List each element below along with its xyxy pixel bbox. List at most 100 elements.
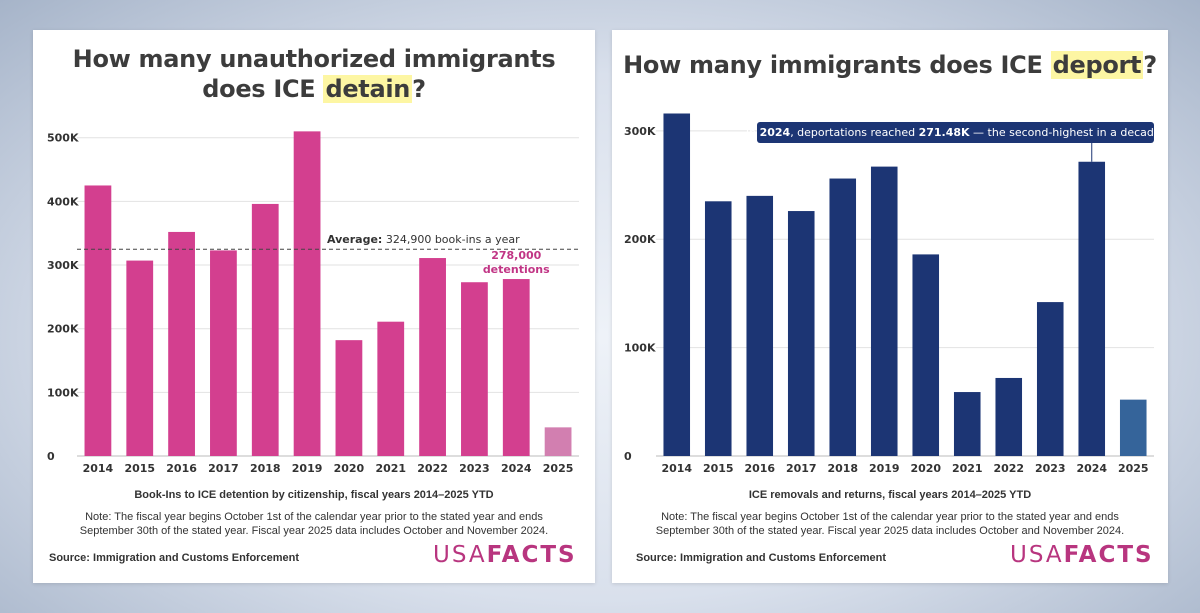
detention-title-line1: How many unauthorized immigrants (72, 45, 556, 73)
deportation-title-highlight: deport (1050, 51, 1144, 79)
deportation-callout-box (757, 122, 1154, 143)
detention-y-tick-label: 500K (47, 132, 79, 145)
deportation-x-tick-label: 2016 (744, 462, 775, 475)
detention-x-tick-label: 2019 (292, 462, 323, 475)
usafacts-logo-usa: USA (1010, 542, 1064, 568)
detention-x-tick-label: 2018 (250, 462, 281, 475)
detention-x-tick-label: 2024 (501, 462, 532, 475)
detention-bar (168, 231, 195, 456)
detention-x-tick-label: 2025 (543, 462, 574, 475)
deportation-bar (912, 254, 940, 456)
deportation-bar (995, 377, 1023, 456)
usafacts-logo-facts: FACTS (486, 542, 577, 568)
deportation-bar (787, 211, 815, 456)
detention-callout-value: 278,000 (491, 249, 541, 262)
deportation-chart-note: Note: The fiscal year begins October 1st… (652, 510, 1128, 538)
deportation-bar (704, 201, 732, 456)
deportation-bar-chart: 0 100K 200K 300K 2014 2015 2016 2017 2018 2019 202… (624, 113, 1164, 475)
deportation-x-tick-label: 2025 (1118, 462, 1149, 475)
detention-average-label-rest: 324,900 book-ins a year (382, 233, 520, 246)
usafacts-logo-usa: USA (433, 542, 487, 568)
detention-y-tick-label: 300K (47, 259, 79, 272)
deportation-bar (870, 166, 898, 456)
deportation-x-tick-label: 2023 (1035, 462, 1066, 475)
detention-x-tick-label: 2016 (166, 462, 197, 475)
detention-chart-note: Note: The fiscal year begins October 1st… (73, 510, 555, 538)
deportation-y-tick-label: 300K (624, 125, 656, 138)
detention-average-label-bold: Average: (327, 233, 382, 246)
deportation-callout-text: In 2024, deportations reached 271.48K — … (746, 126, 1164, 139)
deportation-chart-source: Source: Immigration and Customs Enforcem… (636, 552, 886, 564)
deportation-bar (953, 392, 981, 456)
detention-bar (419, 258, 446, 456)
deportation-title-suffix: ? (1143, 51, 1157, 79)
deportation-bar (829, 178, 857, 456)
detention-x-tick-label: 2021 (375, 462, 406, 475)
detention-bar (293, 131, 321, 456)
deportation-note-line2: September 30th of the stated year. Fisca… (655, 525, 1125, 537)
deportation-x-tick-label: 2018 (827, 462, 858, 475)
deportation-callout-pre: In (746, 126, 760, 139)
deportation-x-tick-label: 2014 (661, 462, 692, 475)
usafacts-logo-facts: FACTS (1063, 542, 1154, 568)
detention-y-tick-label: 400K (47, 195, 79, 208)
deportation-bar (746, 195, 774, 456)
detention-bar (210, 250, 237, 456)
deportation-x-tick-label: 2019 (869, 462, 900, 475)
detention-note-line2: September 30th of the stated year. Fisca… (79, 525, 549, 537)
deportation-y-tick-label: 100K (624, 342, 656, 355)
detention-bar-chart: 0 100K 200K 300K 400K 500K 2014 2015 2016 2017 201… (47, 131, 579, 475)
detention-chart-source: Source: Immigration and Customs Enforcem… (49, 552, 299, 564)
detention-x-tick-label: 2017 (208, 462, 239, 475)
detention-x-tick-label: 2022 (417, 462, 448, 475)
detention-title-line2-prefix: does ICE (202, 75, 324, 103)
deportation-title-prefix: How many immigrants does ICE (623, 51, 1051, 79)
detention-bar (544, 427, 572, 456)
detention-bar (126, 260, 154, 456)
deportation-bar (663, 113, 691, 457)
detention-x-tick-label: 2014 (83, 462, 114, 475)
deportation-x-tick-label: 2021 (952, 462, 983, 475)
detention-title-highlight: detain (323, 75, 413, 103)
detention-bar (461, 282, 488, 456)
deportation-chart-xlabel: ICE removals and returns, fiscal years 2… (748, 489, 1032, 501)
detention-bar (502, 279, 530, 456)
detention-title-line2: does ICE detain? (33, 74, 595, 104)
detention-callout-label: detentions (483, 263, 550, 276)
deportation-callout-post: — the second-highest in a decade. (970, 126, 1165, 139)
deportation-x-tick-label: 2022 (993, 462, 1024, 475)
deportation-callout-value: 271.48K (919, 126, 970, 139)
deportation-x-tick-label: 2020 (910, 462, 941, 475)
usafacts-logo: USAFACTS (1010, 542, 1154, 568)
deportation-chart-panel: How many immigrants does ICE deport? 0 10… (612, 30, 1168, 583)
deportation-bar (1119, 399, 1147, 456)
deportation-chart-title: How many immigrants does ICE deport? (612, 50, 1168, 80)
deportation-x-tick-label: 2017 (786, 462, 817, 475)
deportation-callout-mid: , deportations reached (790, 126, 918, 139)
deportation-y-tick-label: 200K (624, 233, 656, 246)
detention-bar (84, 185, 112, 456)
detention-bar (251, 203, 279, 456)
detention-y-tick-label: 200K (47, 323, 79, 336)
detention-title-suffix: ? (412, 75, 426, 103)
deportation-y-tick-label: 0 (624, 450, 632, 463)
detention-y-tick-label: 0 (47, 450, 55, 463)
detention-chart-panel: How many unauthorized immigrants does IC… (33, 30, 595, 583)
deportation-bar (1036, 302, 1064, 456)
detention-x-tick-label: 2015 (124, 462, 155, 475)
detention-x-tick-label: 2020 (334, 462, 365, 475)
deportation-callout-year: 2024 (760, 126, 791, 139)
usafacts-logo: USAFACTS (433, 542, 577, 568)
detention-x-tick-label: 2023 (459, 462, 490, 475)
deportation-x-tick-label: 2024 (1076, 462, 1107, 475)
deportation-x-tick-label: 2015 (703, 462, 734, 475)
detention-bar (335, 340, 363, 456)
deportation-note-line1: Note: The fiscal year begins October 1st… (661, 511, 1119, 523)
detention-note-line1: Note: The fiscal year begins October 1st… (85, 511, 543, 523)
detention-bar (377, 321, 405, 456)
detention-chart-xlabel: Book-Ins to ICE detention by citizenship… (134, 489, 494, 501)
detention-average-label: Average: 324,900 book-ins a year (327, 233, 520, 246)
deportation-bar (1078, 161, 1106, 456)
detention-y-tick-label: 100K (47, 386, 79, 399)
detention-chart-title: How many unauthorized immigrants does IC… (33, 44, 595, 104)
